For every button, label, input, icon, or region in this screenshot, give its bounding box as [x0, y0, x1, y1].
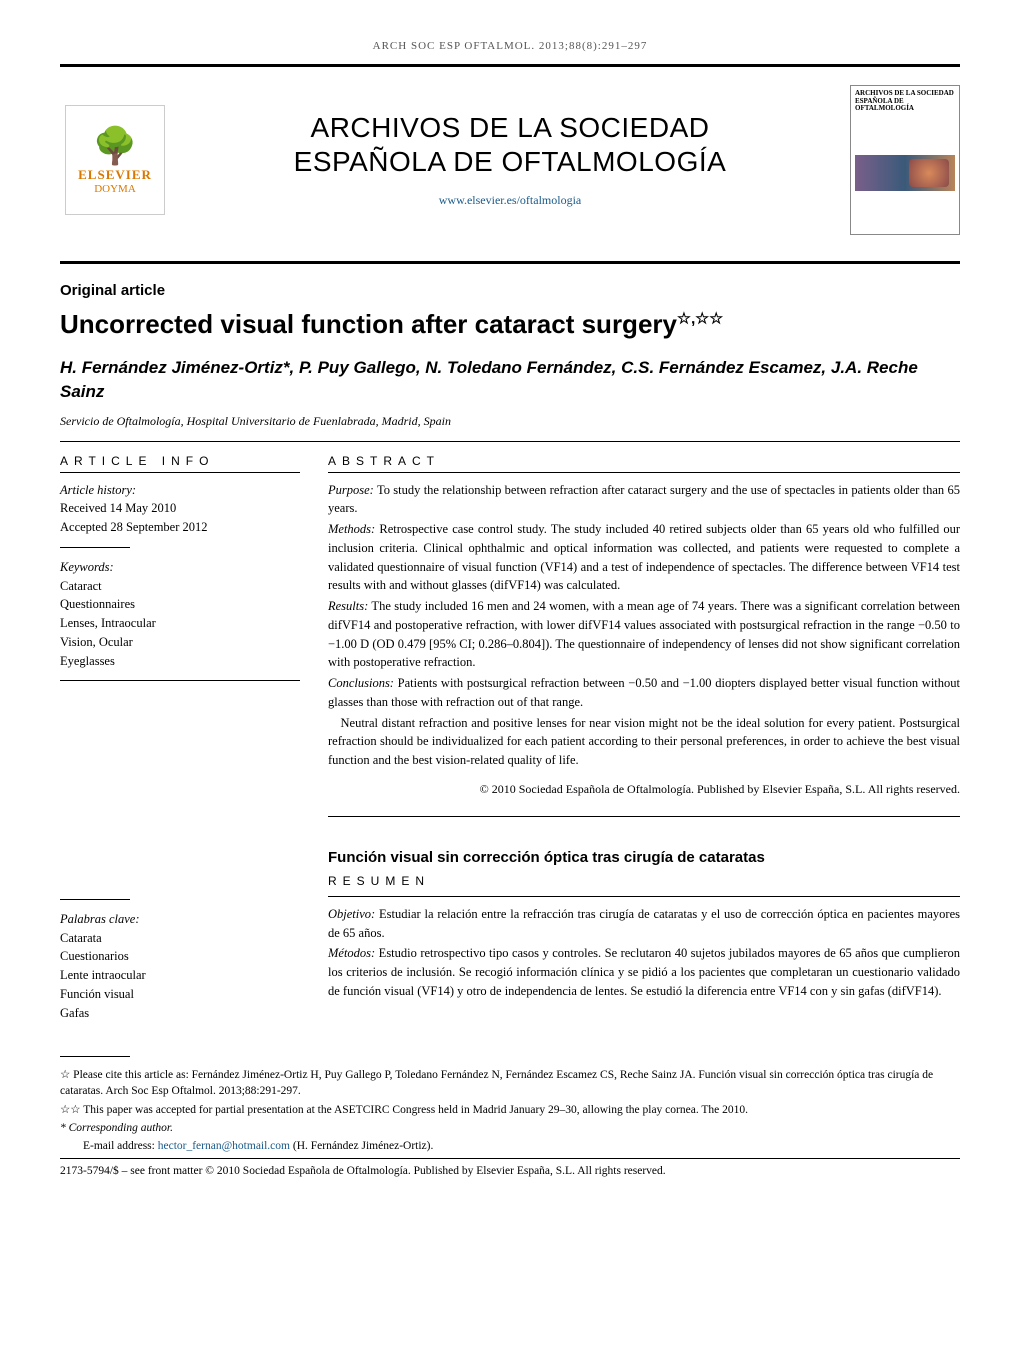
thumb-title: ARCHIVOS DE LA SOCIEDAD ESPAÑOLA DE OFTA…: [855, 90, 955, 113]
keyword: Cataract: [60, 577, 300, 596]
footnote-star: ☆ Please cite this article as: Fernández…: [60, 1067, 960, 1099]
palabra: Lente intraocular: [60, 966, 300, 985]
right-column-es: Función visual sin corrección óptica tra…: [328, 829, 960, 1047]
palabra: Función visual: [60, 985, 300, 1004]
email-suffix: (H. Fernández Jiménez-Ortiz).: [290, 1140, 433, 1152]
results-text: The study included 16 men and 24 women, …: [328, 599, 960, 669]
abstract-heading: ABSTRACT: [328, 454, 960, 473]
logo-brand: ELSEVIER: [78, 167, 152, 183]
palabras-label: Palabras clave:: [60, 910, 300, 929]
objetivo-text: Estudiar la relación entre la refracción…: [328, 907, 960, 940]
divider: [60, 64, 960, 67]
journal-title-line2: ESPAÑOLA DE OFTALMOLOGÍA: [294, 146, 727, 177]
palabra: Gafas: [60, 1004, 300, 1023]
footer-copyright: 2173-5794/$ – see front matter © 2010 So…: [60, 1165, 960, 1177]
extra-paragraph: Neutral distant refraction and positive …: [328, 714, 960, 770]
email-label: E-mail address:: [83, 1140, 158, 1152]
short-divider: [60, 899, 130, 900]
corresponding-author-label: * Corresponding author.: [60, 1122, 173, 1134]
purpose-label: Purpose:: [328, 483, 374, 497]
article-title: Uncorrected visual function after catara…: [60, 309, 960, 340]
palabra: Cuestionarios: [60, 947, 300, 966]
email-link[interactable]: hector_fernan@hotmail.com: [158, 1140, 290, 1152]
keyword: Vision, Ocular: [60, 633, 300, 652]
methods-text: Retrospective case control study. The st…: [328, 522, 960, 592]
left-column: ARTICLE INFO Article history: Received 1…: [60, 454, 300, 829]
metodos-text: Estudio retrospectivo tipo casos y contr…: [328, 946, 960, 998]
divider: [60, 1158, 960, 1159]
right-column: ABSTRACT Purpose: To study the relations…: [328, 454, 960, 829]
resumen-body: Objetivo: Estudiar la relación entre la …: [328, 905, 960, 1009]
results-label: Results:: [328, 599, 368, 613]
title-footnote-marks: ☆,☆☆: [677, 310, 723, 327]
palabra: Catarata: [60, 929, 300, 948]
left-column-es: Palabras clave: Catarata Cuestionarios L…: [60, 829, 300, 1047]
divider: [60, 261, 960, 264]
article-title-text: Uncorrected visual function after catara…: [60, 309, 677, 339]
divider: [328, 816, 960, 817]
article-info-heading: ARTICLE INFO: [60, 454, 300, 473]
short-divider: [60, 547, 130, 548]
keyword: Questionnaires: [60, 595, 300, 614]
history-label: Article history:: [60, 481, 300, 500]
affiliation: Servicio de Oftalmología, Hospital Unive…: [60, 414, 960, 429]
received-date: Received 14 May 2010: [60, 499, 300, 518]
journal-title-line1: ARCHIVOS DE LA SOCIEDAD: [311, 112, 710, 143]
authors: H. Fernández Jiménez-Ortiz*, P. Puy Gall…: [60, 356, 960, 404]
journal-url-link[interactable]: www.elsevier.es/oftalmologia: [439, 193, 582, 208]
objetivo-label: Objetivo:: [328, 907, 375, 921]
accepted-date: Accepted 28 September 2012: [60, 518, 300, 537]
footnote-starstar: ☆☆ This paper was accepted for partial p…: [60, 1102, 960, 1118]
short-divider: [60, 1056, 130, 1057]
thumb-band: [855, 155, 955, 191]
article-section-label: Original article: [60, 282, 960, 299]
purpose-text: To study the relationship between refrac…: [328, 483, 960, 516]
keywords-label: Keywords:: [60, 558, 300, 577]
journal-title-column: ARCHIVOS DE LA SOCIEDAD ESPAÑOLA DE OFTA…: [170, 111, 850, 208]
resumen-heading: RESUMEN: [328, 874, 960, 888]
tree-icon: 🌳: [93, 125, 138, 167]
two-column-section: ARTICLE INFO Article history: Received 1…: [60, 454, 960, 829]
keyword: Lenses, Intraocular: [60, 614, 300, 633]
conclusions-label: Conclusions:: [328, 676, 394, 690]
article-history-block: Article history: Received 14 May 2010 Ac…: [60, 481, 300, 682]
journal-header: 🌳 ELSEVIER DOYMA ARCHIVOS DE LA SOCIEDAD…: [60, 75, 960, 253]
spanish-title: Función visual sin corrección óptica tra…: [328, 849, 960, 866]
abstract-body: Purpose: To study the relationship betwe…: [328, 481, 960, 804]
two-column-section-es: Palabras clave: Catarata Cuestionarios L…: [60, 829, 960, 1047]
elsevier-logo: 🌳 ELSEVIER DOYMA: [65, 105, 165, 215]
logo-subbrand: DOYMA: [94, 183, 136, 195]
conclusions-text: Patients with postsurgical refraction be…: [328, 676, 960, 709]
divider: [328, 896, 960, 897]
palabras-block: Palabras clave: Catarata Cuestionarios L…: [60, 910, 300, 1033]
publisher-logo-column: 🌳 ELSEVIER DOYMA: [60, 105, 170, 215]
metodos-label: Métodos:: [328, 946, 375, 960]
journal-title: ARCHIVOS DE LA SOCIEDAD ESPAÑOLA DE OFTA…: [170, 111, 850, 178]
copyright: © 2010 Sociedad Española de Oftalmología…: [328, 780, 960, 798]
methods-label: Methods:: [328, 522, 375, 536]
footnotes: ☆ Please cite this article as: Fernández…: [60, 1067, 960, 1153]
journal-cover-thumbnail: ARCHIVOS DE LA SOCIEDAD ESPAÑOLA DE OFTA…: [850, 85, 960, 235]
header-citation: ARCH SOC ESP OFTALMOL. 2013;88(8):291–29…: [60, 40, 960, 52]
divider: [60, 441, 960, 442]
keyword: Eyeglasses: [60, 652, 300, 671]
